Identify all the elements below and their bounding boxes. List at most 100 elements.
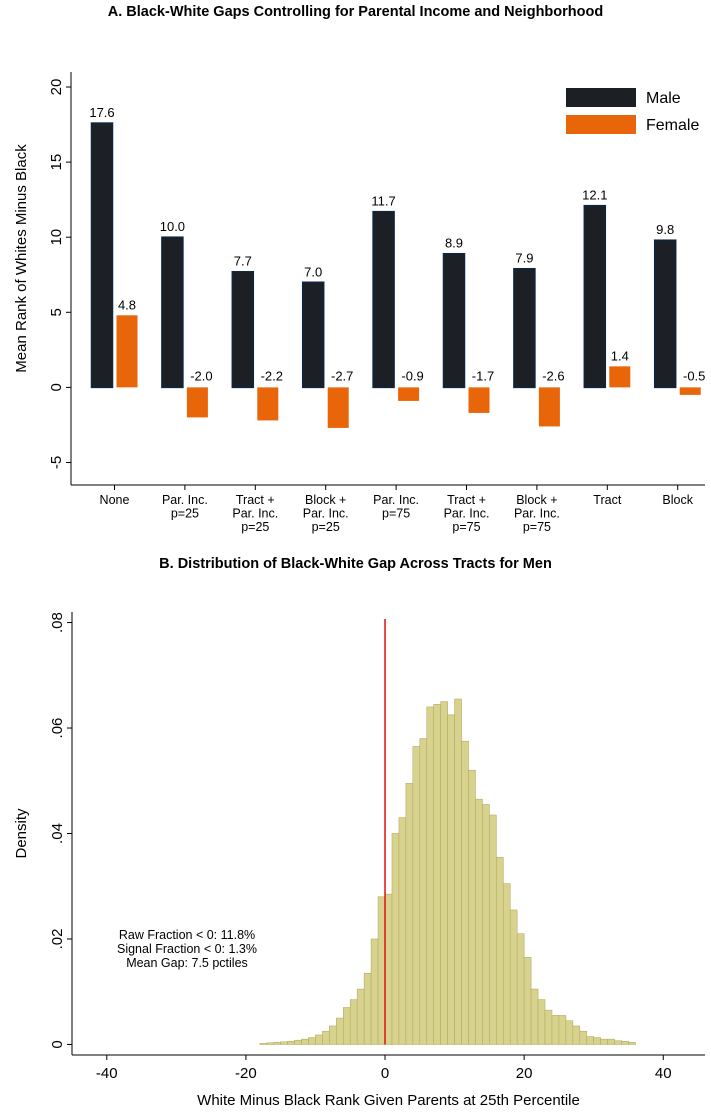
x-tick-label: Par. Inc. (514, 507, 560, 521)
female-bar-value-label: -0.5 (683, 368, 705, 383)
histogram-bar (482, 804, 490, 1045)
histogram-bar (433, 703, 441, 1045)
histogram-bar (461, 740, 469, 1045)
male-bar (90, 122, 114, 389)
chart-a-title: A. Black-White Gaps Controlling for Pare… (107, 4, 604, 20)
x-tick-label: Tract + (447, 493, 486, 507)
histogram-bar (544, 1009, 553, 1045)
male-bar (301, 281, 325, 389)
x-tick-label: p=25 (241, 520, 269, 534)
female-bar-value-label: -2.0 (190, 368, 212, 383)
histogram-bar (475, 798, 483, 1045)
histogram-bar (426, 706, 435, 1045)
male-bar-value-label: 7.9 (515, 251, 533, 266)
histogram-bar (509, 909, 518, 1045)
male-bar-value-label: 7.0 (304, 264, 322, 279)
female-bar (257, 387, 279, 421)
x-tick-label: Par. Inc. (444, 507, 490, 521)
x-tick-label: 40 (655, 1065, 672, 1082)
x-tick-label: Tract (593, 493, 622, 507)
female-bar-value-label: -2.7 (331, 368, 353, 383)
x-tick-label: Par. Inc. (373, 493, 419, 507)
histogram-bar (516, 933, 525, 1045)
histogram-bar (600, 1038, 608, 1045)
x-tick-label: 20 (516, 1065, 533, 1082)
male-bar-value-label: 9.8 (656, 222, 674, 237)
female-bar (398, 387, 420, 401)
histogram-bar (342, 1007, 351, 1045)
histogram-bar (363, 972, 372, 1045)
histogram-bar (558, 1015, 567, 1045)
histogram-bar (621, 1040, 629, 1045)
histogram-bar (579, 1030, 588, 1045)
y-tick-label: 10 (48, 229, 65, 246)
histogram-bar (266, 1042, 275, 1045)
y-tick-label: .08 (49, 612, 66, 633)
histogram-bar (329, 1025, 337, 1045)
x-tick-label: Block + (516, 493, 557, 507)
male-bar-value-label: 10.0 (160, 219, 185, 234)
male-bar (231, 270, 255, 389)
histogram-bar (530, 988, 539, 1045)
female-bar (609, 366, 631, 388)
y-tick-label: 15 (48, 154, 65, 171)
histogram-bar (586, 1036, 595, 1045)
y-tick-label: 20 (48, 79, 65, 96)
histogram-bar (405, 783, 414, 1045)
female-bar-value-label: 4.8 (118, 297, 136, 312)
histogram-bar (384, 893, 393, 1045)
histogram-bar (370, 938, 379, 1045)
histogram-bar (572, 1025, 581, 1045)
chart-b-title: B. Distribution of Black-White Gap Acros… (159, 556, 552, 572)
female-bar (186, 387, 208, 418)
female-bar (538, 387, 560, 427)
histogram-bar (377, 896, 386, 1045)
x-tick-label: Block (662, 493, 693, 507)
female-bar (679, 387, 701, 395)
y-tick-label: -5 (48, 456, 65, 469)
male-bar (513, 267, 536, 389)
histogram-bar (398, 817, 407, 1045)
female-bar (327, 387, 349, 428)
y-axis-label: Density (13, 808, 30, 859)
legend-swatch-female (566, 115, 636, 134)
annotation-text: Signal Fraction < 0: 1.3% (117, 942, 257, 956)
male-bar-value-label: 17.6 (89, 105, 114, 120)
x-tick-label: -20 (235, 1065, 257, 1082)
male-bar (372, 210, 395, 389)
male-bar-value-label: 8.9 (445, 236, 463, 251)
histogram-bar (440, 701, 448, 1045)
x-tick-label: -40 (96, 1065, 118, 1082)
male-bar (653, 239, 677, 389)
x-axis-label: White Minus Black Rank Given Parents at … (197, 1092, 580, 1109)
histogram-bar (280, 1041, 288, 1045)
male-bar (583, 204, 607, 389)
chart-a-bar-chart: -5 0 5 10 15 20 Mean Rank of Whites Minus Blac… (13, 72, 705, 534)
male-bar (161, 236, 184, 389)
histogram-bar (454, 698, 462, 1045)
histogram-bar (273, 1042, 281, 1045)
female-bar-value-label: -0.9 (401, 368, 423, 383)
x-tick-label: p=75 (523, 520, 551, 534)
y-axis-label: Mean Rank of Whites Minus Black (13, 144, 30, 373)
x-tick-label: Par. Inc. (162, 493, 208, 507)
histogram-bar (259, 1043, 268, 1045)
histogram-bar (322, 1030, 330, 1045)
y-tick-label: 0 (48, 383, 65, 391)
histogram-bar (537, 999, 546, 1045)
legend-label-male: Male (646, 90, 681, 107)
female-bar-value-label: -2.2 (261, 368, 283, 383)
annotation-text: Mean Gap: 7.5 pctiles (126, 956, 248, 970)
histogram-bar (349, 999, 358, 1045)
x-tick-label: p=75 (382, 507, 410, 521)
histogram-bar (551, 1015, 560, 1045)
histogram-bar (294, 1039, 302, 1045)
x-tick-label: Par. Inc. (303, 507, 349, 521)
y-tick-label: .04 (49, 823, 66, 844)
x-tick-label: p=25 (312, 520, 340, 534)
x-tick-label: None (100, 493, 130, 507)
male-bar-value-label: 11.7 (371, 194, 395, 209)
histogram-bar (489, 814, 497, 1045)
histogram-bar (336, 1017, 344, 1045)
